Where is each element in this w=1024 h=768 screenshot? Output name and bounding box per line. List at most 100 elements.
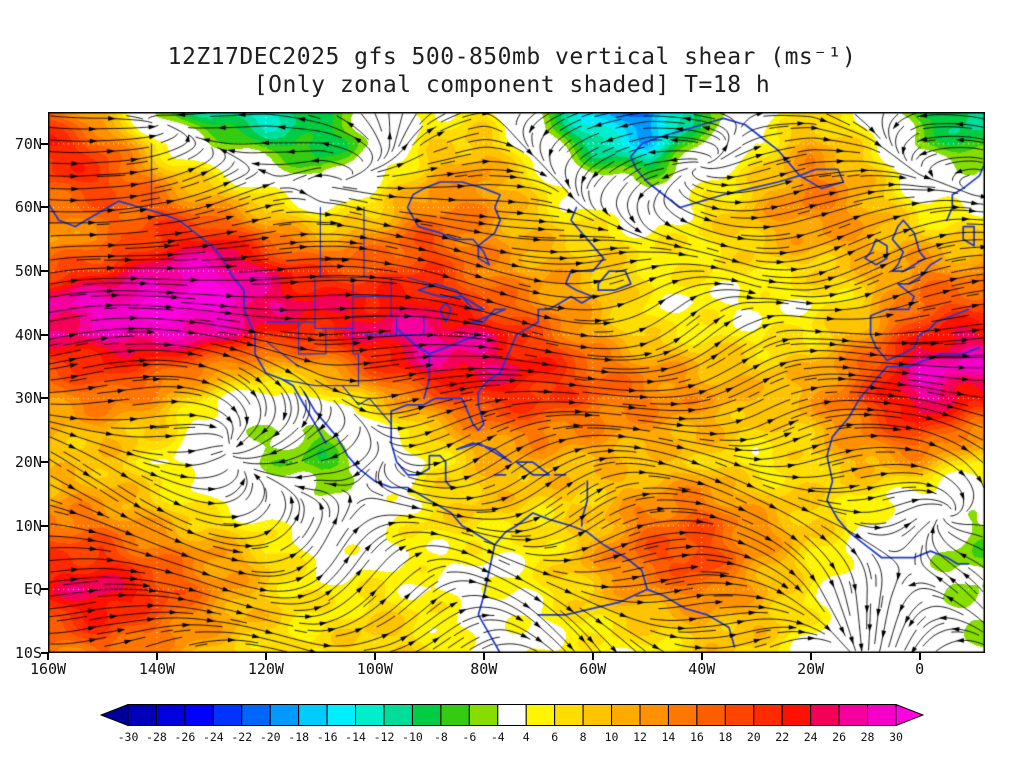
colorbar-swatch — [497, 704, 527, 726]
colorbar-tick-label: 28 — [860, 730, 875, 744]
colorbar-swatch — [127, 704, 157, 726]
x-axis-label: 20W — [797, 660, 825, 678]
x-axis-label: 140W — [138, 660, 176, 678]
y-axis-tick — [41, 652, 48, 654]
y-axis-tick — [41, 397, 48, 400]
colorbar-swatch — [355, 704, 385, 726]
colorbar-tick-label: 20 — [746, 730, 761, 744]
colorbar-tick-label: -28 — [146, 730, 167, 744]
y-axis-label: 10S — [14, 644, 42, 662]
x-axis-tick — [918, 653, 921, 660]
x-axis-label: 100W — [356, 660, 393, 678]
x-axis-tick — [482, 653, 485, 660]
colorbar-tick-label: 4 — [522, 730, 530, 744]
colorbar-tick-label: 14 — [661, 730, 676, 744]
colorbar-tick-label: -18 — [288, 730, 310, 744]
colorbar-tick-label: 8 — [579, 730, 587, 744]
colorbar-swatch — [696, 704, 726, 726]
y-axis-label: 50N — [14, 262, 42, 281]
x-axis-tick — [373, 653, 376, 660]
colorbar-tick-label: 18 — [718, 730, 733, 744]
colorbar-swatch — [525, 704, 556, 726]
colorbar-swatch — [269, 704, 300, 726]
colorbar-tick-label: -24 — [202, 730, 224, 744]
colorbar-swatch — [554, 704, 584, 726]
colorbar-swatch — [383, 704, 413, 726]
colorbar-swatch — [753, 704, 783, 726]
y-axis-label: 40N — [14, 325, 42, 344]
y-axis-label: 10N — [14, 516, 42, 535]
colorbar-swatch — [724, 704, 755, 726]
colorbar-swatch — [241, 704, 271, 726]
colorbar-swatch — [155, 704, 186, 726]
x-axis-label: 120W — [247, 660, 284, 678]
colorbar-tick-label: 10 — [604, 730, 619, 744]
colorbar-tick-label: -14 — [345, 730, 366, 744]
y-axis-tick — [41, 142, 48, 145]
colorbar-swatch — [781, 704, 812, 726]
colorbar-tick-label: -20 — [259, 730, 281, 744]
colorbar-tick-label: -12 — [373, 730, 395, 744]
colorbar-swatch — [867, 704, 897, 726]
x-axis-tick — [809, 653, 812, 660]
y-axis-tick — [41, 333, 48, 336]
colorbar-tick-label: -16 — [316, 730, 338, 744]
x-axis-tick — [47, 653, 49, 660]
chart-title: 12Z17DEC2025 gfs 500-850mb vertical shea… — [167, 44, 857, 70]
colorbar-swatch — [582, 704, 613, 726]
colorbar-tick-label: 12 — [633, 730, 647, 744]
colorbar-swatch — [611, 704, 641, 726]
colorbar-swatch — [298, 704, 328, 726]
x-axis-label: 160W — [29, 660, 67, 678]
colorbar-right-arrow — [895, 703, 925, 727]
colorbar-tick-label: -8 — [433, 730, 448, 744]
colorbar-tick-label: 16 — [689, 730, 704, 744]
colorbar-tick-label: -10 — [402, 730, 423, 744]
colorbar-swatch — [810, 704, 840, 726]
x-axis-label: 40W — [688, 660, 716, 678]
colorbar-swatch — [326, 704, 357, 726]
y-axis-label: EQ — [23, 580, 42, 599]
colorbar-tick-labels: -30 -28 -26 -24 -22 -20 -18 -16 -14 -12 -10 -8 -6 -4 4… — [100, 730, 924, 746]
colorbar-swatch — [639, 704, 669, 726]
colorbar-tick-label: -6 — [462, 730, 477, 744]
colorbar-swatches — [99, 703, 925, 727]
y-axis-tick — [41, 461, 48, 464]
colorbar-swatch — [440, 704, 470, 726]
colorbar-swatch — [411, 704, 442, 726]
y-axis-label: 30N — [14, 389, 42, 408]
y-axis-label: 20N — [14, 453, 42, 472]
colorbar-tick-label: 6 — [551, 730, 559, 744]
y-axis-tick — [41, 206, 48, 209]
x-axis-label: 60W — [579, 660, 607, 678]
x-axis-tick — [700, 653, 703, 660]
colorbar-swatch — [468, 704, 499, 726]
shear-map-canvas — [48, 112, 985, 653]
x-axis-label: 0 — [915, 660, 925, 678]
colorbar-tick-label: 26 — [832, 730, 847, 744]
x-axis-label: 80W — [470, 660, 498, 678]
x-axis-tick — [155, 653, 158, 660]
colorbar-tick-label: -30 — [117, 730, 139, 744]
colorbar-swatch — [838, 704, 869, 726]
colorbar-tick-label: 22 — [775, 730, 790, 744]
colorbar-swatch — [212, 704, 243, 726]
colorbar-tick-label: -4 — [490, 730, 505, 744]
x-axis-tick — [264, 653, 267, 660]
colorbar-swatch — [667, 704, 698, 726]
colorbar-tick-label: 30 — [889, 730, 903, 744]
colorbar: -30 -28 -26 -24 -22 -20 -18 -16 -14 -12 -10 -8 -6 -4 4… — [99, 703, 925, 750]
x-axis-tick — [591, 653, 594, 660]
y-axis-label: 60N — [14, 198, 42, 217]
colorbar-swatch — [184, 704, 214, 726]
y-axis-tick — [41, 524, 48, 527]
colorbar-tick-label: -22 — [231, 730, 253, 744]
colorbar-tick-label: -26 — [174, 730, 196, 744]
y-axis-tick — [41, 270, 48, 273]
colorbar-tick-label: 24 — [803, 730, 818, 744]
colorbar-left-arrow — [99, 703, 129, 727]
y-axis-tick — [41, 588, 48, 591]
chart-subtitle: [Only zonal component shaded] T=18 h — [253, 72, 771, 98]
y-axis-label: 70N — [14, 134, 42, 153]
